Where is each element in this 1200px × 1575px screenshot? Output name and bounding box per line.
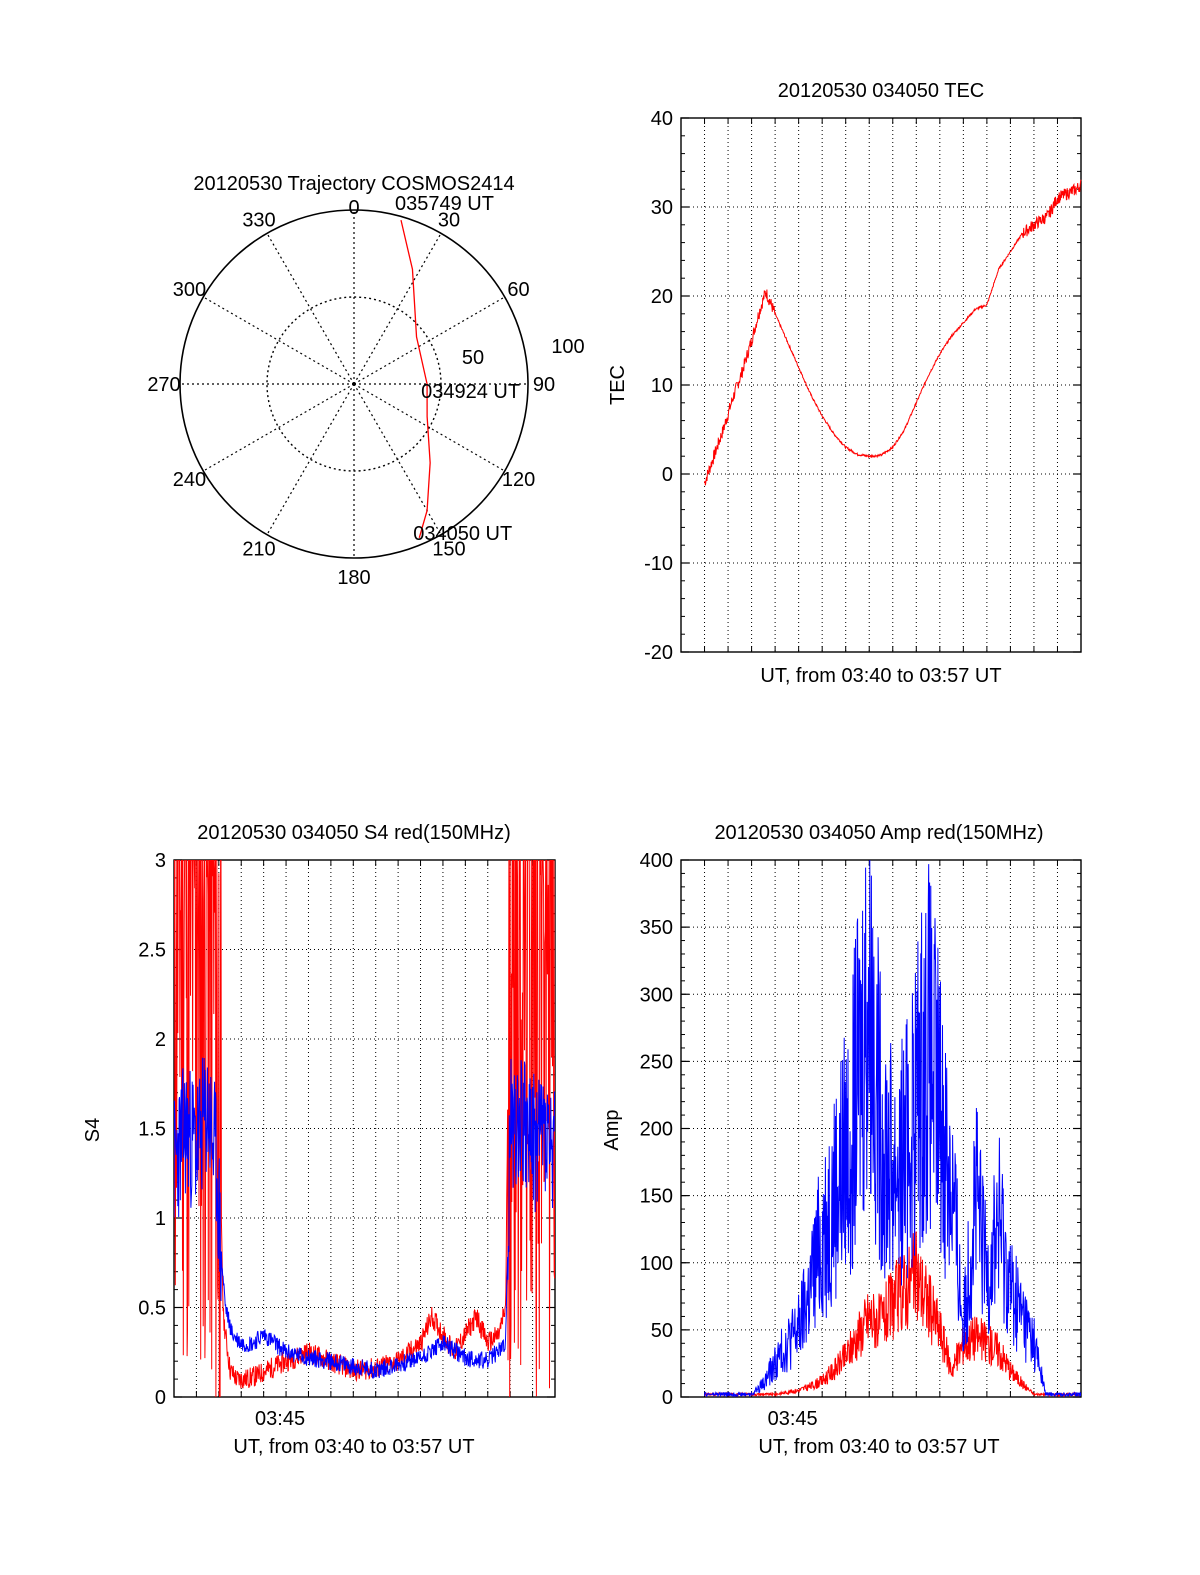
polar-annotations: 035749 UT 034924 UT 034050 UT [395,193,520,545]
polar-title: 20120530 Trajectory COSMOS2414 [193,173,514,195]
s4-title: 20120530 034050 S4 red(150MHz) [197,822,511,844]
polar-annotation: 034924 UT [421,381,520,403]
x-tick-label: 03:45 [768,1408,818,1430]
series-line [704,179,1082,486]
amp-ylabel: Amp [601,1109,623,1150]
tec-plot-area: -20 -10 0 10 20 30 40 [644,108,1082,664]
x-tick-label: 03:45 [255,1408,305,1430]
polar-grid [179,209,529,559]
polar-azimuth-label: 30 [438,209,460,231]
y-tick-label: -10 [644,553,673,575]
y-tick-label: 0 [662,464,673,486]
polar-azimuth-label: 120 [502,469,535,491]
plot-frame [680,117,1082,653]
y-tick-label: 150 [640,1186,673,1208]
polar-spoke [203,296,355,385]
s4-xlabel: UT, from 03:40 to 03:57 UT [233,1436,474,1458]
series-line [174,1057,555,1380]
polar-azimuth-label: 300 [173,279,206,301]
polar-azimuth-label: 0 [348,197,359,219]
tec-chart: 20120530 034050 TEC UT, from 03:40 to 03… [607,80,1082,687]
y-tick-label: 2 [155,1029,166,1051]
polar-azimuth-label: 90 [533,374,555,396]
y-tick-label: 0 [662,1387,673,1409]
y-tick-label: 250 [640,1051,673,1073]
y-tick-label: 3 [155,850,166,872]
polar-azimuth-label: 60 [507,279,529,301]
tec-xlabel: UT, from 03:40 to 03:57 UT [760,665,1001,687]
y-tick-label: 50 [651,1320,673,1342]
polar-azimuth-label: 180 [337,567,370,589]
polar-radial-label: 100 [551,336,584,358]
polar-azimuth-labels: 0 30 60 90 120 150 180 210 240 270 300 330 [147,197,555,589]
y-tick-label: -20 [644,642,673,664]
y-tick-label: 200 [640,1119,673,1141]
y-tick-label: 0.5 [138,1298,166,1320]
polar-azimuth-label: 270 [147,374,180,396]
series-line [174,860,555,1397]
polar-spoke [266,233,355,385]
amp-chart: 20120530 034050 Amp red(150MHz) UT, from… [601,822,1082,1458]
polar-outer-circle [179,209,529,559]
y-tick-label: 1 [155,1208,166,1230]
series-line [704,860,1081,1397]
s4-chart: 20120530 034050 S4 red(150MHz) UT, from … [82,822,556,1458]
amp-xlabel: UT, from 03:40 to 03:57 UT [758,1436,999,1458]
plot-frame [680,859,1082,1398]
s4-plot-area: 0 0.5 1 1.5 2 2.5 3 03:45 [138,850,556,1430]
y-tick-label: 40 [651,108,673,130]
polar-spoke [353,233,442,385]
amp-plot-area: 0 50 100 150 200 250 300 350 400 03:45 [640,850,1082,1430]
y-tick-label: 10 [651,375,673,397]
trajectory-polar-plot: 20120530 Trajectory COSMOS2414 0 30 60 90 12… [147,173,584,589]
y-tick-label: 30 [651,197,673,219]
series-line [704,1231,1081,1397]
plot-frame [173,859,556,1398]
amp-title: 20120530 034050 Amp red(150MHz) [714,822,1043,844]
polar-inner-circle [266,296,442,472]
tec-ylabel: TEC [607,365,629,405]
s4-ylabel: S4 [82,1118,104,1142]
polar-trajectory [400,219,431,538]
y-tick-label: 2.5 [138,940,166,962]
y-tick-label: 20 [651,286,673,308]
y-tick-label: 100 [640,1253,673,1275]
polar-azimuth-label: 150 [432,539,465,561]
polar-annotation: 035749 UT [395,193,494,215]
polar-azimuth-label: 240 [173,469,206,491]
y-tick-label: 1.5 [138,1119,166,1141]
y-tick-label: 400 [640,850,673,872]
y-tick-label: 0 [155,1387,166,1409]
polar-trajectory-line [400,219,431,538]
y-tick-label: 350 [640,917,673,939]
polar-radial-label: 50 [462,347,484,369]
polar-annotation: 034050 UT [413,523,512,545]
polar-azimuth-label: 210 [242,539,275,561]
polar-radial-labels: 50 100 [462,336,585,369]
polar-spoke [203,383,355,472]
y-tick-label: 300 [640,984,673,1006]
polar-azimuth-label: 330 [242,209,275,231]
tec-title: 20120530 034050 TEC [778,80,984,102]
